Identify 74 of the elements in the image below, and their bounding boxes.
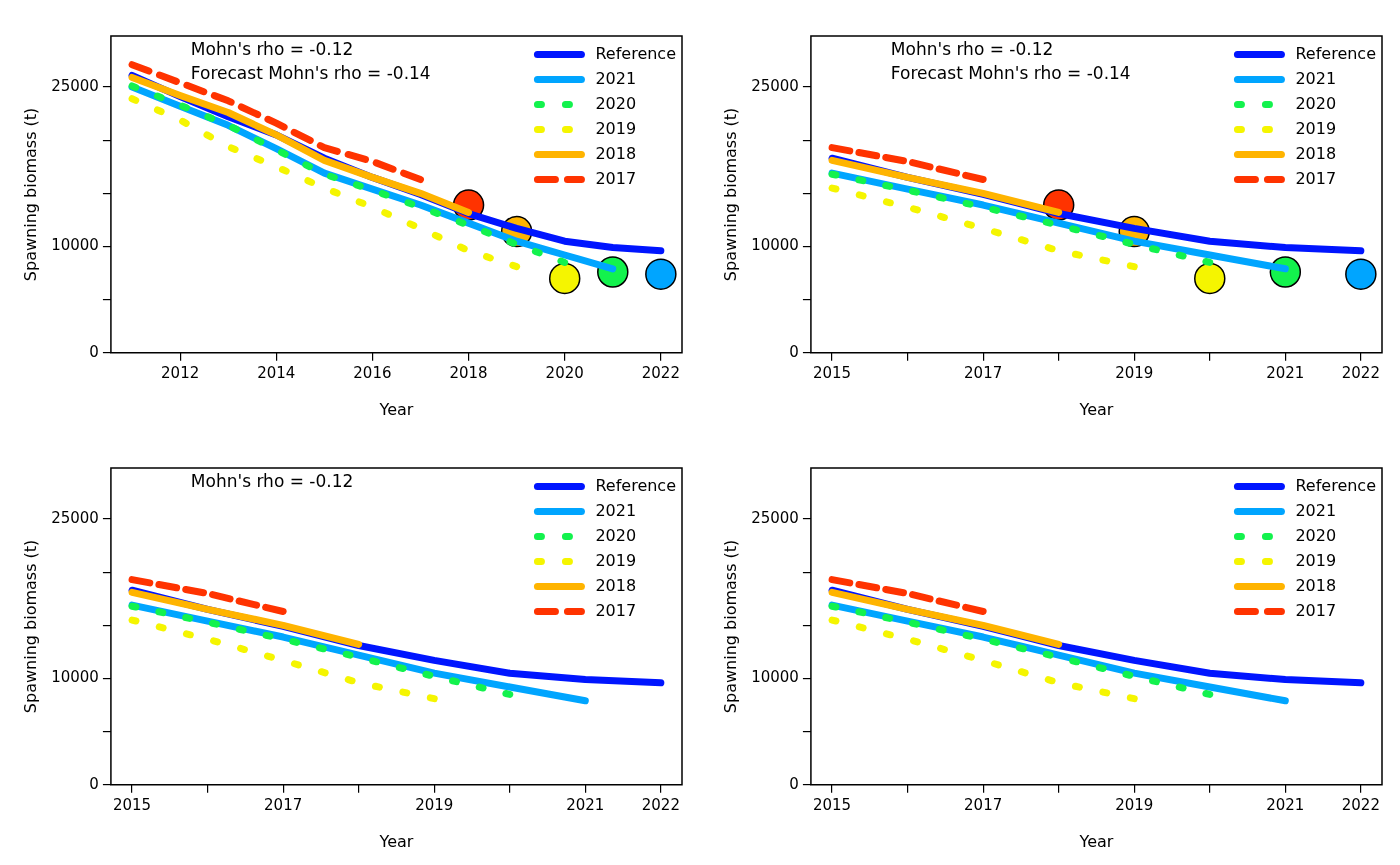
x-tick-label: 2021 [1266,795,1305,814]
x-tick-label: 2017 [964,795,1003,814]
legend-label: 2020 [595,525,637,545]
y-tick-label: 10000 [751,668,799,687]
point [645,258,677,290]
legend-label: 2021 [1295,68,1337,88]
legend-label: 2021 [595,68,637,88]
y-tick-label: 0 [89,342,99,361]
x-tick-label: 2017 [264,795,303,814]
x-tick-label: 2012 [161,363,200,382]
legend-label: Reference [595,43,677,63]
y-tick-label: 0 [789,342,799,361]
annotation: Forecast Mohn's rho = -0.14 [890,62,1131,83]
y-tick-label: 25000 [51,508,99,527]
x-axis-title: Year [378,399,414,419]
y-tick-label: 0 [789,774,799,793]
y-tick-label: 25000 [751,76,799,95]
legend-label: 2017 [1295,600,1337,620]
legend-label: 2017 [595,600,637,620]
x-tick-label: 2022 [641,795,680,814]
point [1194,262,1226,295]
x-tick-label: 2021 [566,795,605,814]
x-tick-label: 2015 [812,795,852,814]
y-tick-label: 25000 [751,508,799,527]
x-tick-label: 2016 [353,363,392,382]
y-axis-title: Spawning biomass (t) [720,107,740,282]
y-tick-label: 10000 [51,236,99,255]
x-tick-label: 2020 [545,363,584,382]
legend-label: 2019 [1295,550,1337,570]
x-tick-label: 2015 [112,795,152,814]
legend-label: 2018 [1295,143,1337,163]
x-tick-label: 2015 [812,363,852,382]
x-axis-title: Year [1078,831,1114,851]
legend-label: Reference [1295,43,1377,63]
x-tick-label: 2022 [1341,795,1380,814]
annotation: Mohn's rho = -0.12 [190,470,354,491]
x-tick-label: 2022 [641,363,680,382]
x-tick-label: 2019 [1115,363,1154,382]
legend-label: 2020 [595,93,637,113]
legend-label: 2018 [595,575,637,595]
x-tick-label: 2022 [1341,363,1380,382]
point [1345,258,1377,290]
x-axis-title: Year [1078,399,1114,419]
legend-label: 2021 [1295,500,1337,520]
legend-label: Reference [1295,475,1377,495]
annotation: Mohn's rho = -0.12 [890,38,1054,59]
legend-label: 2018 [595,143,637,163]
legend-label: 2019 [595,118,637,138]
x-tick-label: 2021 [1266,363,1305,382]
y-axis-title: Spawning biomass (t) [20,107,40,282]
legend-label: 2021 [595,500,637,520]
y-tick-label: 10000 [51,668,99,687]
y-tick-label: 10000 [751,236,799,255]
x-tick-label: 2019 [1115,795,1154,814]
point [548,262,581,295]
legend-label: 2019 [1295,118,1337,138]
x-tick-label: 2018 [449,363,488,382]
y-tick-label: 25000 [51,76,99,95]
legend-label: 2018 [1295,575,1337,595]
annotation: Forecast Mohn's rho = -0.14 [190,62,431,83]
legend-label: 2017 [595,168,637,188]
legend-label: 2019 [595,550,637,570]
x-tick-label: 2014 [257,363,296,382]
x-axis-title: Year [378,831,414,851]
legend-label: 2020 [1295,525,1337,545]
legend-label: 2020 [1295,93,1337,113]
legend-label: Reference [595,475,677,495]
legend-label: 2017 [1295,168,1337,188]
y-axis-title: Spawning biomass (t) [20,539,40,714]
annotation: Mohn's rho = -0.12 [190,38,354,59]
y-tick-label: 0 [89,774,99,793]
x-tick-label: 2017 [964,363,1003,382]
y-axis-title: Spawning biomass (t) [720,539,740,714]
x-tick-label: 2019 [415,795,454,814]
